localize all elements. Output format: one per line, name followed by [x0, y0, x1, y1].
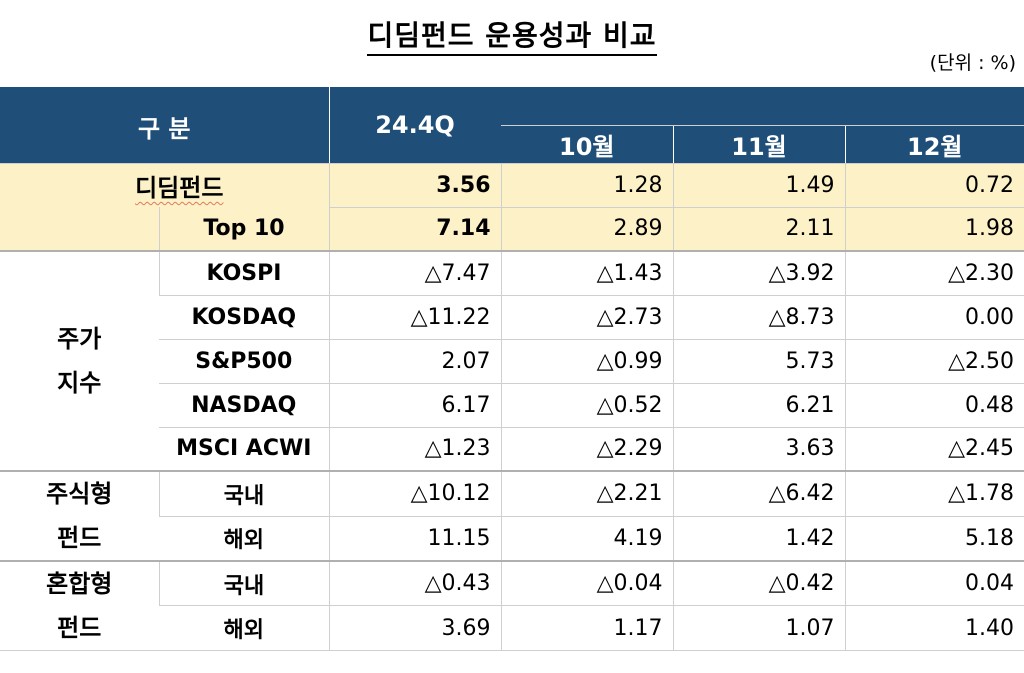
table-row: 주가 지수 KOSPI △7.47 △1.43 △3.92 △2.30	[0, 251, 1024, 472]
row-didim-m12: 0.72	[844, 163, 1024, 208]
group-mixed-fund-line2: 펀드	[57, 614, 102, 642]
cell-q: △1.23	[328, 427, 502, 472]
header-month-12: 12월	[844, 124, 1024, 164]
cell-m12: △2.30	[844, 251, 1024, 296]
row-label: S&P500	[159, 339, 330, 384]
row-label: 해외	[159, 605, 330, 651]
cell-m11: △8.73	[672, 295, 846, 340]
cell-m12: △2.50	[844, 339, 1024, 384]
cell-m12: △2.45	[844, 427, 1024, 472]
header-spacer	[500, 87, 1024, 126]
row-top10: Top 10 7.14 2.89 2.11 1.98	[0, 207, 1024, 252]
cell-m11: 1.42	[672, 516, 846, 562]
group-mixed-fund-line1: 혼합형	[46, 570, 113, 598]
group-mixed-fund: 혼합형 펀드	[0, 561, 159, 651]
cell-m12: 0.48	[844, 383, 1024, 428]
header-month-10: 10월	[501, 124, 674, 164]
cell-m12: 1.40	[844, 605, 1024, 651]
header-row-months: 10월 11월 12월	[0, 124, 1024, 164]
cell-m11: △0.42	[672, 561, 846, 607]
cell-m10: △0.52	[500, 383, 674, 428]
table-row: KOSDAQ △11.22 △2.73 △8.73 0.00	[0, 295, 1024, 340]
header-quarter: 24.4Q	[328, 87, 502, 164]
performance-table: 구 분 24.4Q 10월 11월 12월 디딤펀드 3.56 1.28 1.4…	[0, 87, 1024, 651]
group-stock-index-line1: 주가	[57, 325, 102, 353]
row-top10-m12: 1.98	[844, 207, 1024, 252]
cell-m11: △6.42	[672, 471, 846, 517]
cell-q: 6.17	[328, 383, 502, 428]
row-top10-m10: 2.89	[500, 207, 674, 252]
row-label: 해외	[159, 516, 330, 562]
cell-m11: 5.73	[672, 339, 846, 384]
table-row: 해외 11.15 4.19 1.42 5.18	[0, 516, 1024, 562]
row-didim-m10: 1.28	[500, 163, 674, 208]
group-equity-fund: 주식형 펀드	[0, 471, 159, 562]
cell-m10: 1.17	[500, 605, 674, 651]
cell-m11: 1.07	[672, 605, 846, 651]
table-row: NASDAQ 6.17 △0.52 6.21 0.48	[0, 383, 1024, 428]
cell-q: △11.22	[328, 295, 502, 340]
row-label: 국내	[158, 471, 330, 517]
row-label: KOSPI	[158, 251, 330, 296]
group-stock-index: 주가 지수	[0, 251, 159, 472]
cell-m10: △1.43	[500, 251, 674, 296]
cell-q: 11.15	[328, 516, 502, 562]
header-gubun: 구 분	[0, 87, 330, 164]
group-stock-index-line2: 지수	[57, 369, 102, 397]
group-equity-fund-line2: 펀드	[57, 524, 102, 552]
table-row: S&P500 2.07 △0.99 5.73 △2.50	[0, 339, 1024, 384]
cell-m12: △1.78	[844, 471, 1024, 517]
row-top10-m11: 2.11	[672, 207, 846, 252]
table-row: 주식형 펀드 국내 △10.12 △2.21 △6.42 △1.78	[0, 471, 1024, 562]
cell-m10: 4.19	[500, 516, 674, 562]
row-didim-m11: 1.49	[672, 163, 846, 208]
cell-m10: △0.99	[500, 339, 674, 384]
header-month-11: 11월	[672, 124, 846, 164]
cell-q: △0.43	[328, 561, 502, 607]
row-top10-q: 7.14	[328, 207, 502, 252]
row-didim-q: 3.56	[328, 163, 502, 208]
cell-q: 2.07	[328, 339, 502, 384]
cell-m11: 3.63	[672, 427, 846, 472]
unit-label: (단위 : %)	[929, 52, 1016, 74]
cell-m12: 0.04	[844, 561, 1024, 607]
row-label: KOSDAQ	[159, 295, 330, 340]
row-didim-label: 디딤펀드	[0, 163, 330, 207]
cell-m10: △2.29	[500, 427, 674, 472]
row-top10-blank	[0, 207, 159, 252]
cell-m10: △2.73	[500, 295, 674, 340]
cell-m11: △3.92	[672, 251, 846, 296]
cell-m11: 6.21	[672, 383, 846, 428]
table-row: 혼합형 펀드 국내 △0.43 △0.04 △0.42 0.04	[0, 561, 1024, 651]
row-label: 국내	[158, 561, 330, 607]
cell-m10: △0.04	[500, 561, 674, 607]
row-didim: 디딤펀드 3.56 1.28 1.49 0.72	[0, 163, 1024, 208]
row-label: MSCI ACWI	[159, 427, 330, 472]
table-row: MSCI ACWI △1.23 △2.29 3.63 △2.45	[0, 427, 1024, 472]
header-row-top: 구 분 24.4Q	[0, 87, 1024, 164]
cell-q: △7.47	[328, 251, 502, 296]
row-top10-label: Top 10	[158, 207, 330, 252]
cell-m10: △2.21	[500, 471, 674, 517]
group-equity-fund-line1: 주식형	[46, 480, 113, 508]
cell-q: 3.69	[328, 605, 502, 651]
cell-m12: 0.00	[844, 295, 1024, 340]
cell-m12: 5.18	[844, 516, 1024, 562]
cell-q: △10.12	[328, 471, 502, 517]
table-row: 해외 3.69 1.17 1.07 1.40	[0, 605, 1024, 651]
page-title: 디딤펀드 운용성과 비교	[0, 14, 1024, 56]
row-label: NASDAQ	[159, 383, 330, 428]
